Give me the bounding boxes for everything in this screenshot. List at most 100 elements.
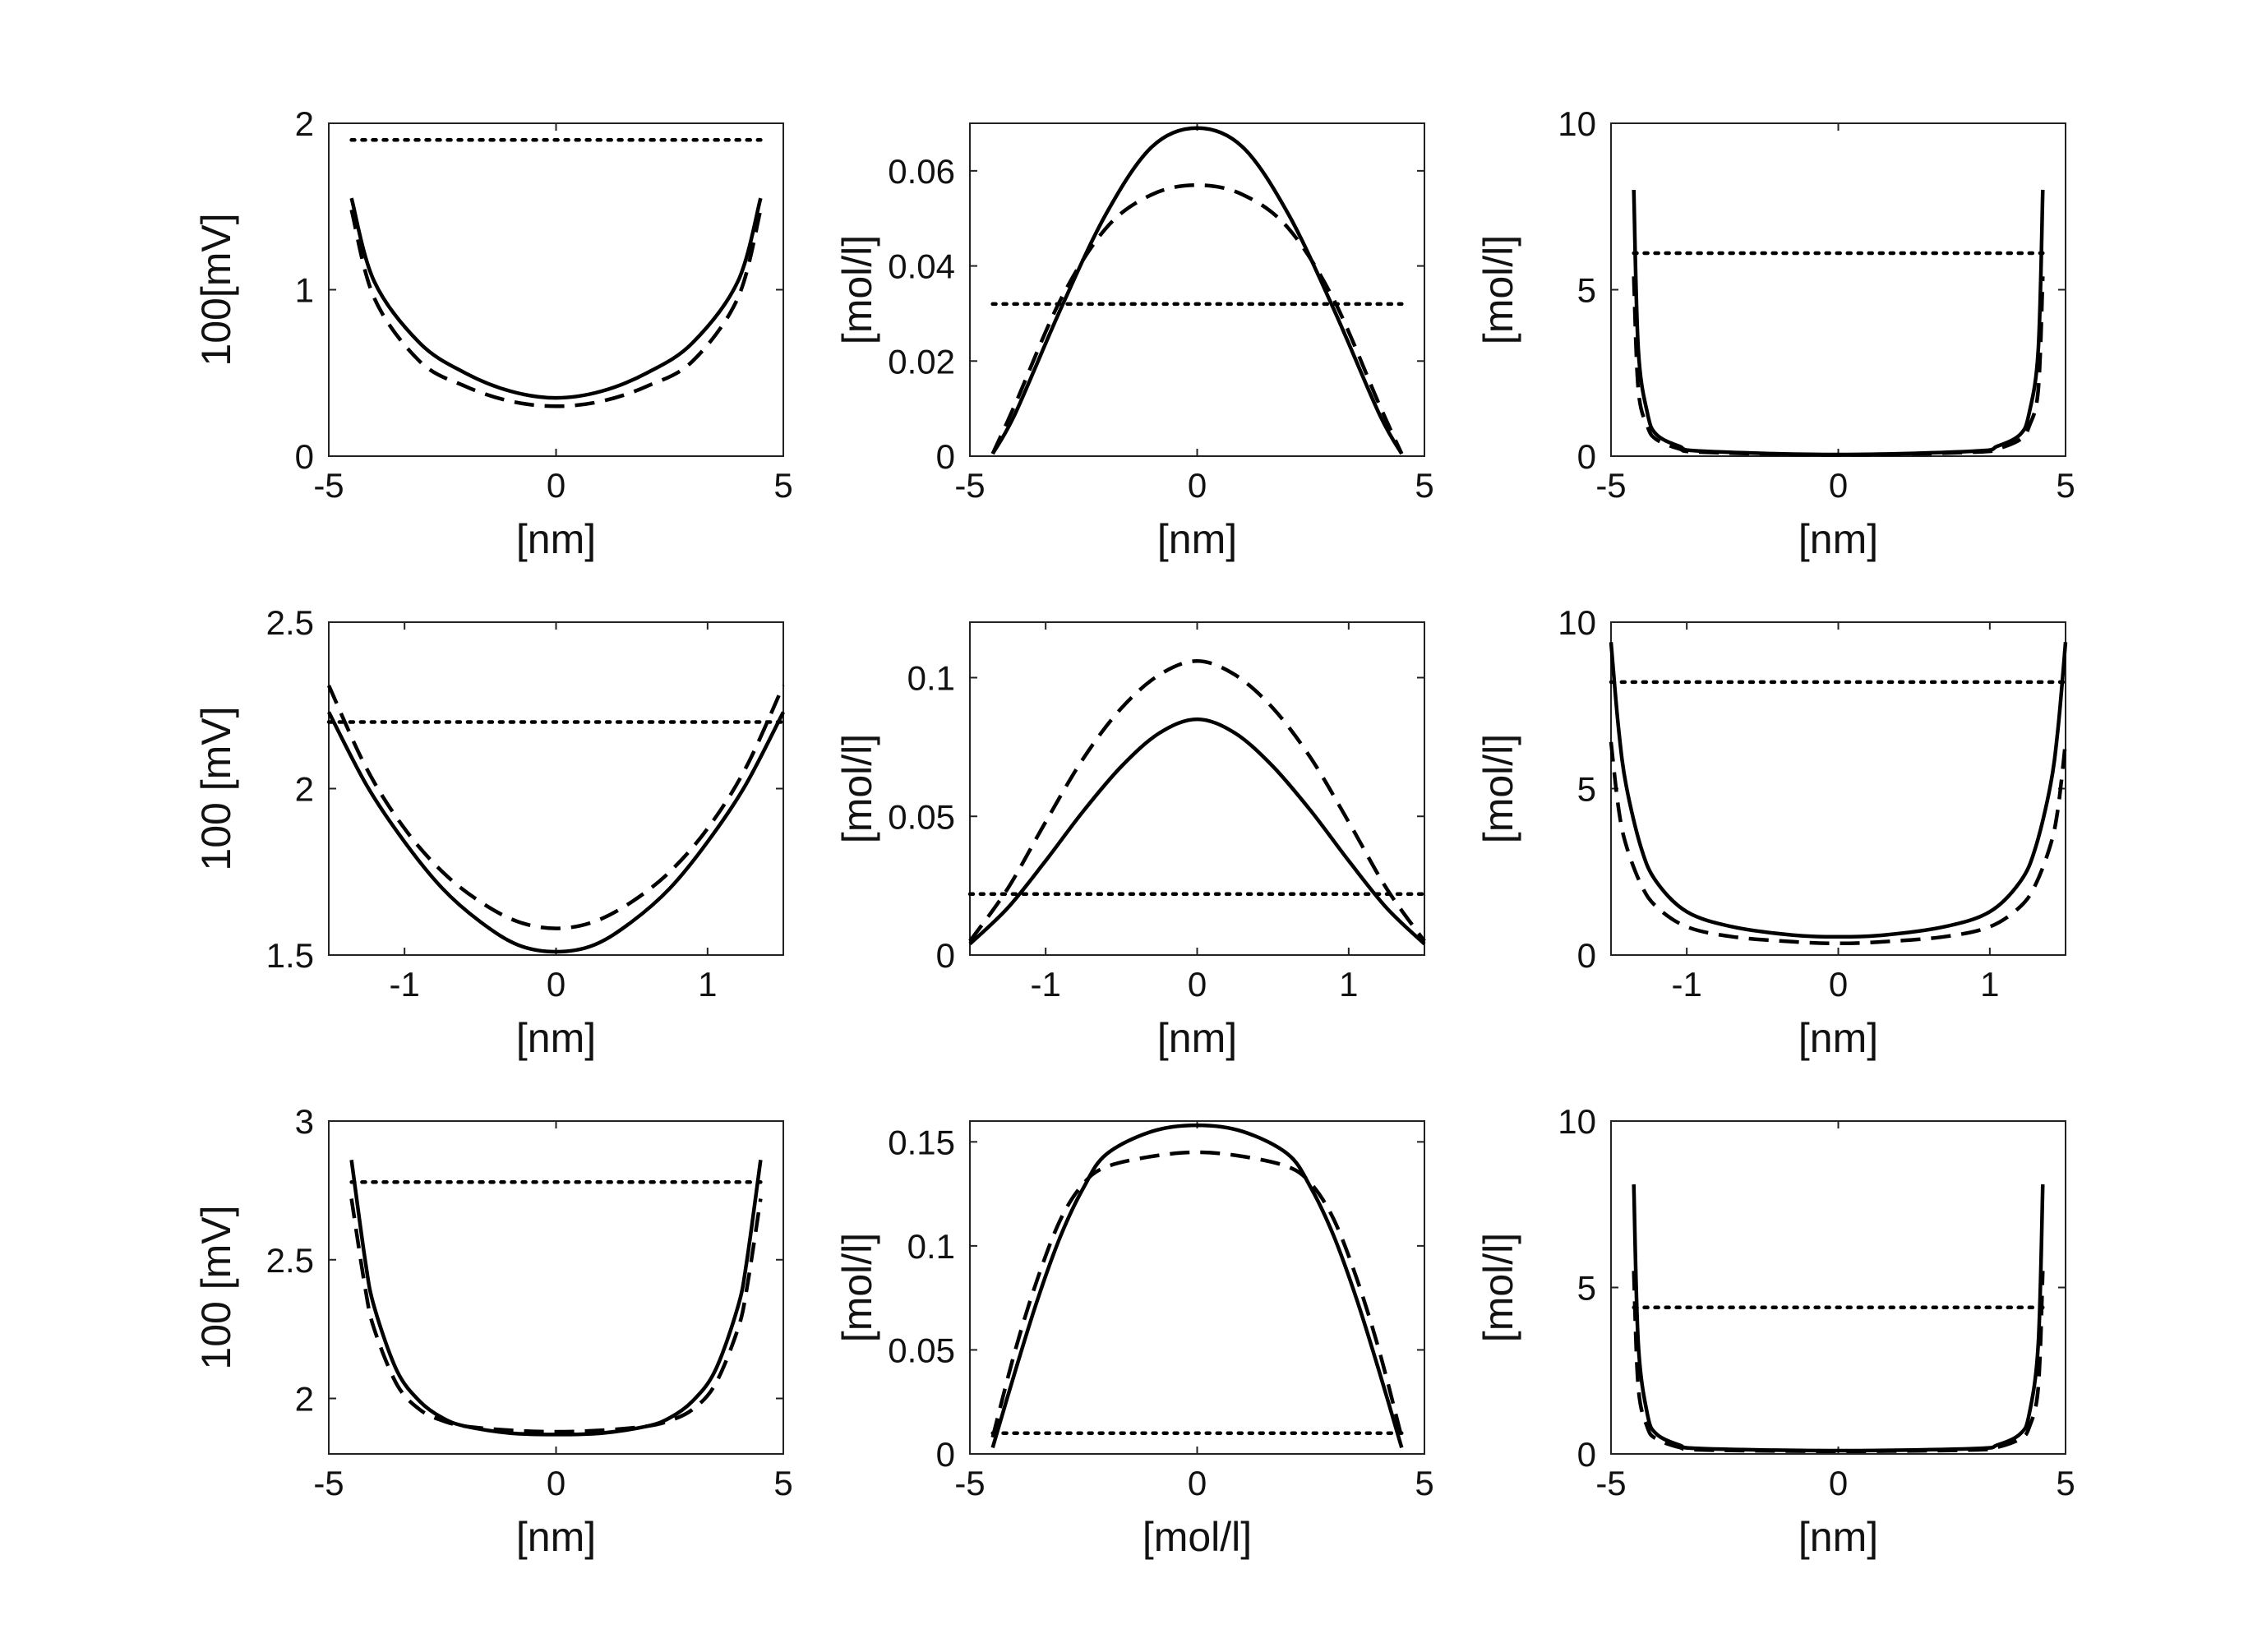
x-tick-label: 5 <box>1415 1464 1433 1502</box>
x-tick-label: 5 <box>773 466 792 505</box>
y-tick-label: 2 <box>295 1380 314 1419</box>
series-dashed-line <box>349 1198 763 1434</box>
x-tick-label: -1 <box>1671 965 1701 1004</box>
x-tick-label: 1 <box>1980 965 1999 1004</box>
axes-frame <box>1610 122 2066 457</box>
subplot-7: -5 0 5 2 2.5 3 [nm] 100 [mV] <box>193 1102 793 1560</box>
y-tick-label: 0.1 <box>907 1227 955 1266</box>
y-tick-label: 0.15 <box>888 1123 955 1161</box>
series-dashed-line <box>990 182 1404 455</box>
series-solid-line <box>990 126 1404 455</box>
series-dashed-line <box>990 1150 1404 1438</box>
x-tick-label: 0 <box>1829 965 1848 1004</box>
y-tick-label: 3 <box>295 1102 314 1141</box>
subplot-5: -1 0 1 0 0.05 0.1 [nm] [mol/l] <box>834 621 1427 1061</box>
y-axis-label: [mol/l] <box>834 1233 880 1342</box>
axes-frame <box>969 621 1425 956</box>
axes-frame <box>1610 1120 2066 1455</box>
y-tick-label: 5 <box>1577 1269 1596 1308</box>
y-axis-label: [mol/l] <box>834 734 880 843</box>
series-dashed-line <box>1632 276 2045 457</box>
y-tick-label: 2.5 <box>266 603 314 642</box>
y-tick-label: 0.06 <box>888 152 955 191</box>
y-tick-label: 0 <box>1577 1435 1596 1474</box>
x-axis-label: [nm] <box>1157 1015 1237 1061</box>
x-tick-label: 0 <box>547 965 566 1004</box>
x-tick-label: 5 <box>2056 466 2075 505</box>
y-tick-label: 0 <box>936 936 955 975</box>
series-dashed-line <box>1632 1271 2045 1454</box>
y-tick-label: 0 <box>1577 437 1596 476</box>
series-dashed-line <box>349 209 763 408</box>
axes-frame <box>328 621 784 956</box>
subplot-8: -5 0 500.050.10.15[mol/l][mol/l] <box>834 1120 1434 1560</box>
x-tick-label: 0 <box>547 1464 566 1502</box>
x-tick-label: -5 <box>313 1464 344 1502</box>
x-tick-label: -1 <box>389 965 419 1004</box>
y-tick-label: 1.5 <box>266 936 314 975</box>
x-axis-label: [nm] <box>1798 1015 1878 1061</box>
x-tick-label: 0 <box>1829 1464 1848 1502</box>
y-tick-label: 0 <box>295 437 314 476</box>
y-tick-label: 1 <box>295 271 314 310</box>
x-axis-label: [nm] <box>1798 1514 1878 1560</box>
x-tick-label: -5 <box>1595 1464 1626 1502</box>
x-tick-label: 5 <box>1415 466 1433 505</box>
series-solid-line <box>990 1123 1404 1449</box>
axes-frame <box>969 1120 1425 1455</box>
x-tick-label: -5 <box>954 1464 985 1502</box>
y-tick-label: 0.04 <box>888 247 955 286</box>
axes-frame <box>969 122 1425 457</box>
y-axis-label: 100 [mV] <box>193 706 239 870</box>
x-tick-label: 1 <box>698 965 717 1004</box>
axes-frame <box>328 1120 784 1455</box>
axes-frame <box>1610 621 2066 956</box>
y-tick-label: 2.5 <box>266 1241 314 1280</box>
x-tick-label: -5 <box>954 466 985 505</box>
x-tick-label: 1 <box>1339 965 1358 1004</box>
series-dashed-line <box>968 659 1426 943</box>
series-solid-line <box>327 711 785 954</box>
series-dashed-line <box>1609 741 2068 946</box>
x-tick-label: 5 <box>773 1464 792 1502</box>
y-tick-label: 10 <box>1558 603 1596 642</box>
y-tick-label: 0.1 <box>907 659 955 698</box>
y-tick-label: 2 <box>295 104 314 143</box>
y-axis-label: 100[mV] <box>193 213 239 366</box>
y-tick-label: 0.02 <box>888 342 955 381</box>
y-axis-label: [mol/l] <box>1475 734 1521 843</box>
x-tick-label: 5 <box>2056 1464 2075 1502</box>
x-axis-label: [nm] <box>1157 516 1237 562</box>
axes-frame <box>328 122 784 457</box>
x-tick-label: -5 <box>1595 466 1626 505</box>
series-dashed-line <box>326 685 786 930</box>
x-axis-label: [nm] <box>1798 516 1878 562</box>
y-axis-label: [mol/l] <box>1475 1233 1521 1342</box>
x-axis-label: [nm] <box>516 1514 596 1560</box>
series-solid-line <box>968 717 1426 946</box>
series-solid-line <box>1632 1184 2045 1453</box>
y-tick-label: 5 <box>1577 770 1596 809</box>
y-axis-label: 100 [mV] <box>193 1205 239 1369</box>
y-tick-label: 10 <box>1558 104 1596 143</box>
y-tick-label: 0.05 <box>888 1331 955 1369</box>
y-axis-label: [mol/l] <box>834 235 880 344</box>
y-tick-label: 0.05 <box>888 797 955 836</box>
x-axis-label: [mol/l] <box>1143 1514 1252 1560</box>
x-tick-label: 0 <box>1829 466 1848 505</box>
y-tick-label: 0 <box>936 437 955 476</box>
x-axis-label: [nm] <box>516 516 596 562</box>
subplot-2: -5 0 500.020.040.06[nm][mol/l] <box>834 122 1434 562</box>
y-tick-label: 2 <box>295 770 314 809</box>
x-tick-label: 0 <box>1188 965 1207 1004</box>
y-axis-label: [mol/l] <box>1475 235 1521 344</box>
y-tick-label: 0 <box>936 1435 955 1474</box>
x-tick-label: -5 <box>313 466 344 505</box>
y-tick-label: 5 <box>1577 271 1596 310</box>
series-solid-line <box>1609 642 2068 939</box>
series-solid-line <box>349 1159 763 1437</box>
